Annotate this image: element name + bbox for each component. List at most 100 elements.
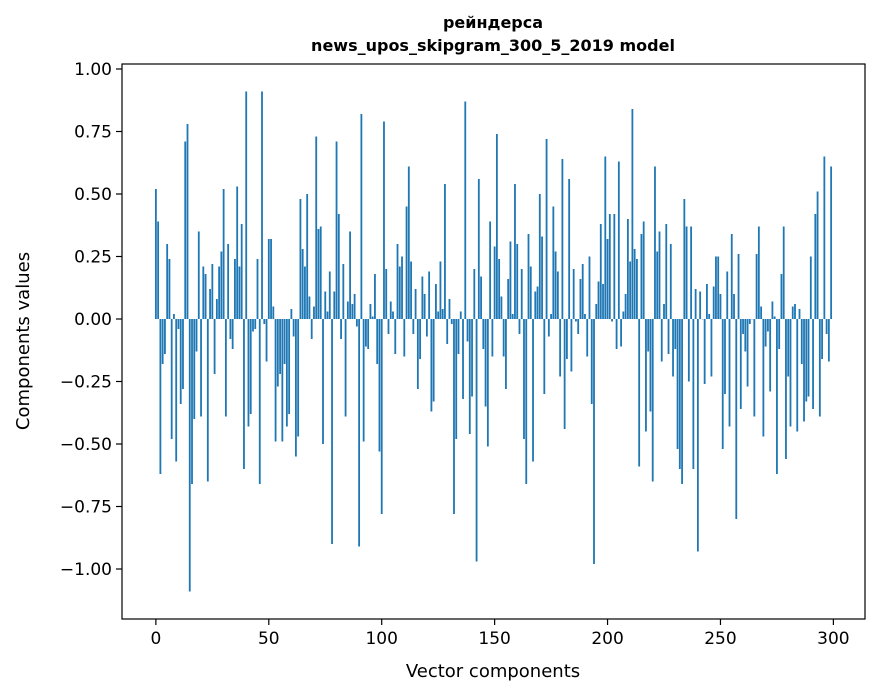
bar <box>520 269 523 319</box>
bar <box>608 214 611 319</box>
bar <box>444 184 446 319</box>
bar <box>563 319 566 429</box>
bar <box>744 319 747 352</box>
bar <box>222 189 225 319</box>
bar <box>500 296 503 319</box>
bar <box>430 319 433 412</box>
bar <box>633 249 636 319</box>
bar <box>534 291 537 319</box>
bar <box>787 319 790 377</box>
bar <box>796 319 799 432</box>
bar <box>572 269 575 319</box>
bar <box>755 254 758 319</box>
bar <box>541 236 543 319</box>
bar <box>518 319 521 334</box>
bar <box>459 311 462 319</box>
x-tick-label: 300 <box>817 629 849 649</box>
bar <box>645 319 647 432</box>
bar <box>577 319 580 334</box>
bar <box>613 214 616 319</box>
bar <box>482 319 485 349</box>
bar <box>599 224 602 319</box>
bar <box>376 319 379 364</box>
y-tick-label: −1.00 <box>60 560 112 580</box>
bar <box>179 319 182 404</box>
bar <box>667 319 670 354</box>
bar <box>800 319 803 364</box>
bar <box>489 221 492 319</box>
bar <box>588 256 591 319</box>
chart-title: рейндерса <box>443 13 543 32</box>
bar <box>631 109 634 319</box>
bar <box>468 319 471 434</box>
bar <box>297 319 300 437</box>
bar <box>188 319 191 592</box>
bar <box>511 314 514 319</box>
y-axis-ticks: 1.00 0.75 0.50 0.25 0.00 −0.25 −0.50 −0.75 −1.00 <box>60 60 122 580</box>
bar <box>636 259 638 319</box>
bar <box>254 319 257 329</box>
y-tick-label: −0.25 <box>60 373 112 393</box>
bar <box>344 319 347 417</box>
bar <box>374 274 376 319</box>
bar <box>825 319 828 334</box>
bar <box>538 194 541 319</box>
bar <box>791 306 794 319</box>
bar <box>170 319 173 439</box>
bar <box>367 319 370 349</box>
bar <box>757 226 760 319</box>
y-tick-label: −0.50 <box>60 435 112 455</box>
bar <box>656 251 659 319</box>
bar <box>498 259 501 319</box>
bar <box>168 259 171 319</box>
bar <box>351 304 354 319</box>
bar <box>532 319 534 462</box>
bar <box>193 319 196 419</box>
bar <box>272 306 275 319</box>
bar <box>543 319 546 394</box>
bar <box>256 259 259 319</box>
bar <box>647 319 650 352</box>
bar <box>527 234 530 319</box>
bar <box>665 224 668 319</box>
bar <box>590 319 593 404</box>
bar <box>523 319 525 439</box>
bar <box>333 291 336 319</box>
bar <box>211 264 214 319</box>
bar <box>175 319 178 462</box>
bar <box>159 319 162 474</box>
bar <box>604 156 607 319</box>
bar <box>439 261 442 319</box>
bar <box>823 156 826 319</box>
bar <box>349 231 351 319</box>
bar <box>319 226 322 319</box>
bar <box>778 319 781 349</box>
bar <box>803 319 805 422</box>
bar <box>229 319 232 339</box>
bar <box>432 319 435 402</box>
bar <box>681 319 683 484</box>
bar <box>462 319 464 399</box>
bar <box>304 266 306 319</box>
bar <box>505 319 507 389</box>
bar <box>389 301 392 319</box>
bar <box>360 114 363 319</box>
bar <box>728 319 731 427</box>
bar <box>425 319 428 337</box>
bar <box>812 319 814 409</box>
bar <box>252 319 254 332</box>
chart-subtitle: news_upos_skipgram_300_5_2019 model <box>311 36 675 55</box>
bar <box>448 299 451 319</box>
bar <box>421 276 424 319</box>
bar <box>493 246 496 319</box>
y-axis-label: Components values <box>13 252 34 430</box>
bar <box>274 319 277 442</box>
bar <box>394 319 397 354</box>
bar <box>353 294 356 319</box>
bar <box>428 271 431 319</box>
x-axis-label: Vector components <box>406 661 580 682</box>
bar <box>247 319 250 427</box>
bar <box>710 319 713 377</box>
bar <box>240 224 243 319</box>
